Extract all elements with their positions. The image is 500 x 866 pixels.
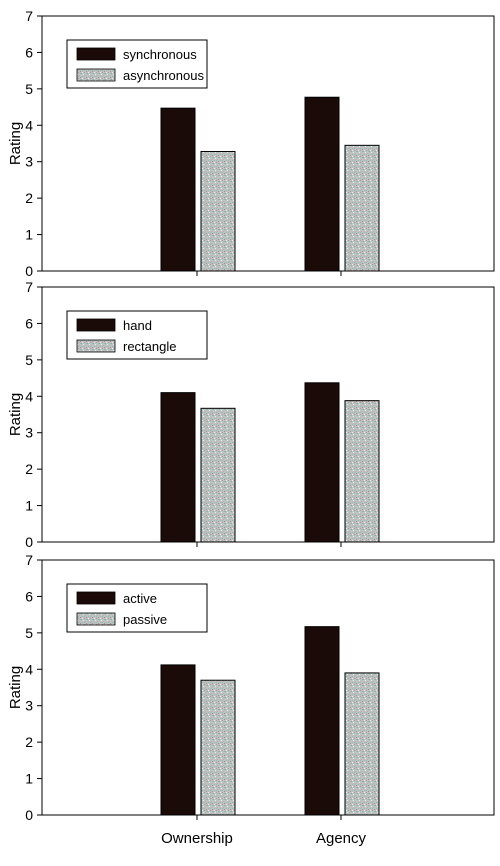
bar-active-ownership [160,664,196,816]
y-tick-label: 7 [25,8,33,24]
y-tick-label: 2 [25,734,33,750]
legend-label: hand [123,318,152,333]
plot-frame [41,559,495,816]
y-axis-label: Rating [7,393,24,436]
bar-synchronous-agency [304,96,340,272]
bar-passive-agency [344,672,380,816]
y-tick-label: 7 [25,279,33,295]
legend-label: synchronous [123,47,197,62]
bar-asynchronous-ownership [200,151,236,272]
y-tick-label: 2 [25,461,33,477]
y-tick-label: 0 [25,263,33,279]
legend-label: active [123,591,157,606]
x-category-label: Agency [316,830,367,847]
y-tick-label: 5 [25,625,33,641]
bar-rectangle-agency [344,400,380,543]
plot-frame [41,15,495,272]
y-tick-label: 5 [25,352,33,368]
y-tick-label: 0 [25,534,33,550]
bar-asynchronous-agency [344,144,380,272]
y-tick-label: 6 [25,588,33,604]
legend-swatch [76,318,116,332]
legend-swatch [76,47,116,61]
y-tick-label: 5 [25,81,33,97]
y-axis-label: Rating [7,122,24,165]
bar-synchronous-ownership [160,107,196,272]
y-tick-label: 1 [25,498,33,514]
bar-active-agency [304,626,340,816]
y-tick-label: 4 [25,117,33,133]
legend-label: rectangle [123,339,176,354]
bar-passive-ownership [200,679,236,816]
y-tick-label: 2 [25,190,33,206]
y-tick-label: 1 [25,227,33,243]
y-tick-label: 6 [25,315,33,331]
y-tick-label: 3 [25,698,33,714]
legend-swatch [76,68,116,82]
y-tick-label: 4 [25,661,33,677]
legend-label: asynchronous [123,68,204,83]
bar-hand-ownership [160,392,196,543]
y-tick-label: 1 [25,771,33,787]
y-tick-label: 3 [25,154,33,170]
legend-swatch [76,612,116,626]
legend-label: passive [123,612,167,627]
x-category-label: Ownership [161,830,233,847]
legend-swatch [76,339,116,353]
y-tick-label: 0 [25,807,33,823]
y-tick-label: 6 [25,44,33,60]
y-tick-label: 3 [25,425,33,441]
plot-frame [41,286,495,543]
y-tick-label: 7 [25,552,33,568]
legend-swatch [76,591,116,605]
bar-rectangle-ownership [200,407,236,543]
y-tick-label: 4 [25,388,33,404]
y-axis-label: Rating [7,666,24,709]
bar-hand-agency [304,382,340,543]
